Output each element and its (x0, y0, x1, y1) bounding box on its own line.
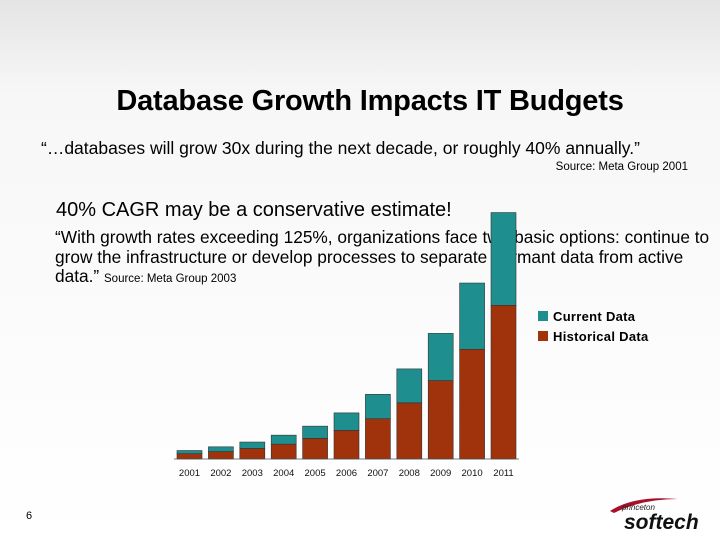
bar-current-2010 (459, 282, 485, 350)
bar-historical-2001 (176, 453, 203, 460)
source-citation-2001: Source: Meta Group 2001 (555, 161, 688, 173)
bar-historical-2005 (302, 438, 328, 460)
x-tick-label: 2002 (210, 468, 231, 479)
bar-current-2005 (302, 425, 328, 439)
quote-growth-125-text: “With growth rates exceeding 125%, organ… (55, 227, 710, 286)
legend-swatch-current (538, 311, 548, 321)
princeton-softech-logo: princeton softech (610, 498, 699, 533)
x-tick-label: 2009 (430, 468, 451, 479)
bar-historical-2010 (459, 348, 485, 460)
bar-historical-2009 (427, 380, 454, 460)
x-tick-label: 2005 (305, 468, 326, 479)
legend-item-current: Current Data (538, 306, 649, 326)
legend-swatch-historical (538, 331, 548, 341)
logo-main-text: softech (624, 511, 699, 533)
x-tick-label: 2001 (179, 468, 200, 479)
bar-historical-2004 (270, 443, 297, 460)
chart-legend: Current Data Historical Data (538, 306, 649, 346)
x-tick-label: 2006 (336, 468, 357, 479)
slide-title: Database Growth Impacts IT Budgets (116, 85, 624, 117)
bar-historical-2003 (239, 448, 266, 460)
bar-current-2003 (239, 441, 266, 449)
bar-current-2001 (176, 450, 203, 454)
x-tick-label: 2008 (399, 468, 420, 479)
x-tick-label: 2010 (462, 468, 483, 479)
source-citation-2003: Source: Meta Group 2003 (104, 273, 237, 285)
bar-current-2006 (333, 412, 360, 431)
logo-small-text: princeton (621, 503, 655, 512)
bar-historical-2002 (208, 451, 234, 460)
bar-current-2011 (490, 212, 517, 306)
x-tick-label: 2011 (493, 468, 513, 479)
bar-historical-2011 (490, 304, 517, 460)
bar-current-2002 (208, 446, 234, 452)
bar-current-2009 (427, 333, 454, 381)
x-tick-label: 2003 (242, 468, 263, 479)
quote-growth-125: “With growth rates exceeding 125%, organ… (55, 227, 720, 290)
slide-header-band (0, 0, 720, 78)
quote-growth-30x: “…databases will grow 30x during the nex… (41, 138, 640, 158)
bar-current-2004 (270, 434, 297, 445)
bar-current-2008 (396, 368, 423, 404)
bar-historical-2007 (365, 418, 391, 460)
x-tick-label: 2004 (273, 468, 294, 479)
bar-historical-2008 (396, 402, 423, 460)
legend-label-current: Current Data (553, 308, 636, 324)
legend-item-historical: Historical Data (538, 326, 649, 346)
bar-current-2007 (365, 394, 391, 420)
logo-swoosh-icon (610, 498, 678, 513)
bar-historical-2006 (333, 430, 360, 460)
x-tick-label: 2007 (367, 468, 388, 479)
page-number: 6 (26, 510, 33, 522)
cagr-heading: 40% CAGR may be a conservative estimate! (56, 199, 452, 221)
legend-label-historical: Historical Data (553, 328, 649, 344)
